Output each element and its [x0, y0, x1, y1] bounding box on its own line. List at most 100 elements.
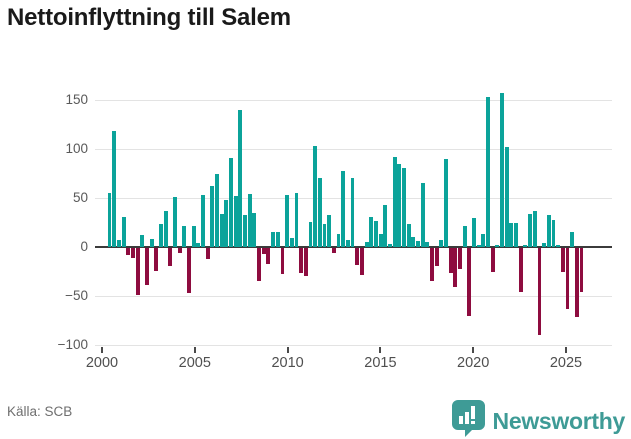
- bar: [336, 234, 341, 247]
- bar: [327, 214, 332, 247]
- bar: [159, 224, 163, 247]
- bar: [467, 248, 472, 316]
- x-axis-tick: [193, 347, 196, 353]
- x-axis-tick: [565, 347, 567, 353]
- y-axis-tick-label: 150: [65, 92, 88, 107]
- bar: [140, 235, 145, 247]
- bar: [289, 238, 294, 247]
- bar: [308, 221, 313, 247]
- gridline: [95, 149, 612, 150]
- bar: [406, 224, 411, 247]
- x-axis-tick-label: 2005: [178, 355, 211, 371]
- bar: [373, 220, 378, 247]
- bar: [163, 210, 168, 247]
- bar: [317, 178, 322, 247]
- bar: [383, 204, 388, 247]
- bar: [215, 173, 219, 247]
- bar: [378, 234, 383, 247]
- bar: [560, 248, 565, 272]
- x-axis-tick-label: 2010: [271, 355, 304, 371]
- bar: [247, 194, 252, 247]
- bar: [350, 178, 355, 247]
- bar: [472, 217, 476, 247]
- bar: [537, 248, 542, 336]
- bar: [551, 219, 556, 247]
- bar: [275, 232, 280, 247]
- bar: [243, 214, 247, 247]
- bar: [224, 199, 229, 247]
- bar: [476, 245, 481, 247]
- gridline: [95, 296, 612, 297]
- bar: [322, 224, 327, 247]
- bar: [121, 216, 126, 247]
- bar: [271, 232, 276, 247]
- bar: [434, 248, 439, 266]
- y-axis-tick-label: 50: [72, 190, 88, 205]
- bar: [210, 186, 215, 247]
- x-axis-tick: [379, 347, 382, 353]
- bar: [458, 248, 462, 269]
- bar: [425, 242, 430, 247]
- bar: [173, 197, 177, 247]
- bar: [486, 97, 490, 247]
- bar: [229, 157, 233, 247]
- zero-axis-line: [95, 246, 612, 248]
- x-axis-tick: [286, 347, 289, 353]
- bar: [149, 239, 154, 247]
- bar: [177, 248, 182, 253]
- bar: [416, 241, 420, 247]
- bar: [285, 195, 290, 247]
- bar: [546, 214, 551, 247]
- gridline: [95, 345, 612, 346]
- bar: [303, 248, 308, 277]
- bar: [116, 240, 121, 247]
- bar: [187, 248, 191, 294]
- bar: [579, 248, 584, 293]
- x-axis-tick-label: 2025: [549, 355, 583, 371]
- source-attribution: Källa: SCB: [7, 404, 73, 419]
- bar: [542, 243, 547, 247]
- bar: [387, 244, 392, 247]
- bar: [252, 212, 257, 247]
- newsworthy-logo: Newsworthy: [451, 400, 626, 439]
- bar: [107, 193, 112, 247]
- bar: [448, 248, 453, 273]
- gridline: [95, 100, 612, 101]
- bar: [238, 109, 243, 247]
- bar: [518, 248, 523, 293]
- bar: [444, 158, 448, 247]
- bar: [182, 226, 187, 247]
- bar: [261, 248, 266, 254]
- bar: [341, 170, 346, 247]
- bar: [411, 237, 416, 247]
- bar: [219, 213, 224, 247]
- bar: [528, 213, 533, 247]
- bar: [201, 195, 205, 247]
- bar: [439, 240, 444, 247]
- bar: [532, 210, 537, 247]
- bar: [299, 248, 304, 273]
- y-axis-tick-label: −100: [57, 337, 88, 352]
- bar: [565, 248, 570, 309]
- bar: [556, 245, 561, 247]
- bar: [280, 248, 285, 275]
- x-axis-tick-label: 2015: [364, 355, 397, 371]
- bar: [462, 226, 467, 247]
- bar: [126, 248, 131, 255]
- bar: [369, 216, 374, 247]
- bar: [481, 234, 486, 247]
- bar: [359, 248, 364, 276]
- x-axis-tick: [472, 347, 475, 353]
- bar: [345, 240, 350, 247]
- x-axis-tick-label: 2000: [85, 355, 119, 371]
- newsworthy-wordmark: Newsworthy: [492, 407, 626, 434]
- bar: [205, 248, 210, 259]
- y-axis-tick-label: −50: [65, 288, 88, 303]
- bar: [401, 167, 406, 247]
- bar: [191, 226, 196, 247]
- chart-title: Nettoinflyttning till Salem: [7, 4, 291, 31]
- bar: [112, 131, 117, 247]
- bar: [233, 196, 238, 247]
- bar: [500, 93, 505, 247]
